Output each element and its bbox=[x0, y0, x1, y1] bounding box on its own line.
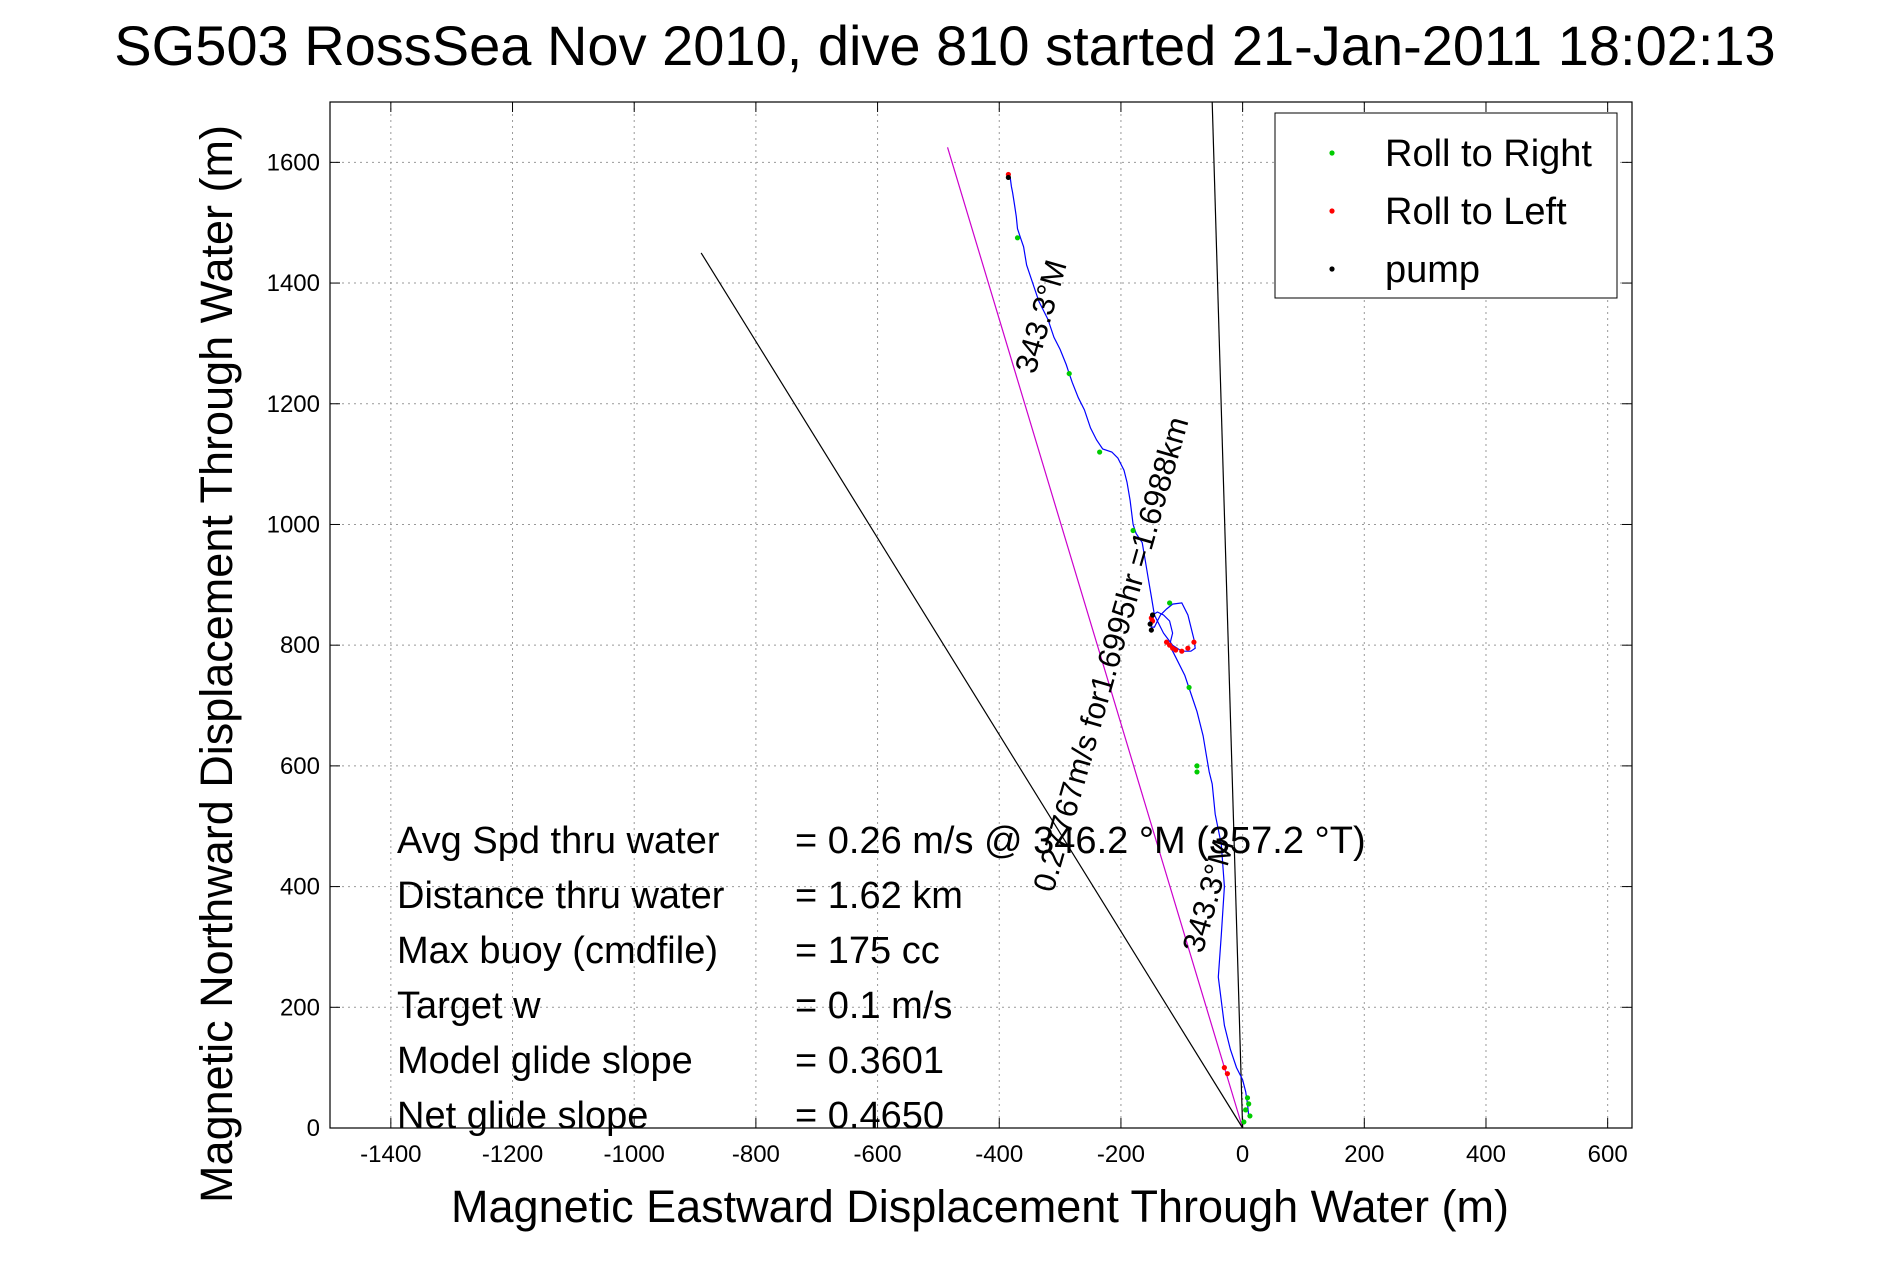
x-tick-label: -1000 bbox=[604, 1141, 665, 1168]
stat-value: = 0.1 m/s bbox=[795, 985, 952, 1027]
heading-line-magenta-line bbox=[946, 147, 1244, 1129]
legend-label: Roll to Left bbox=[1385, 191, 1567, 233]
roll-right-marker bbox=[1194, 763, 1200, 769]
y-tick-label: 0 bbox=[307, 1115, 320, 1142]
axes-frame bbox=[329, 101, 1633, 1129]
x-tick-label: 400 bbox=[1466, 1141, 1506, 1168]
y-tick-label: 1200 bbox=[267, 391, 320, 418]
roll-left-marker bbox=[1224, 1071, 1231, 1077]
roll-right-marker bbox=[1186, 684, 1192, 691]
pump-marker bbox=[1005, 174, 1011, 181]
stat-value: = 175 cc bbox=[795, 930, 940, 972]
legend-marker bbox=[1329, 266, 1335, 272]
x-tick-label: -1200 bbox=[482, 1141, 543, 1168]
chart-title: SG503 RossSea Nov 2010, dive 810 started… bbox=[114, 14, 1775, 77]
x-tick-label: -400 bbox=[975, 1141, 1023, 1168]
roll-left-marker bbox=[1163, 639, 1170, 645]
track-line bbox=[1009, 177, 1250, 1116]
y-tick-label: 1600 bbox=[267, 149, 320, 176]
roll-left-marker bbox=[1185, 645, 1191, 651]
legend-marker bbox=[1329, 150, 1335, 156]
y-tick-label: 200 bbox=[280, 994, 320, 1021]
pump-marker bbox=[1149, 612, 1156, 618]
legend-label: Roll to Right bbox=[1385, 133, 1592, 175]
y-tick-label: 600 bbox=[280, 753, 320, 780]
roll-right-marker bbox=[1247, 1113, 1253, 1119]
heading-line-black-line-1 bbox=[700, 252, 1244, 1129]
stat-value: = 0.4650 bbox=[795, 1095, 944, 1137]
x-axis-label: Magnetic Eastward Displacement Through W… bbox=[451, 1181, 1509, 1232]
roll-right-marker bbox=[1066, 370, 1072, 377]
y-tick-label: 1400 bbox=[267, 270, 320, 297]
roll-right-marker bbox=[1194, 769, 1200, 775]
stats-block: Avg Spd thru water = 0.26 m/s @ 346.2 °M … bbox=[397, 820, 1366, 1137]
stat-label: Distance thru water bbox=[397, 875, 725, 917]
heading-line-black-line-2 bbox=[1211, 101, 1244, 1129]
roll-right-marker bbox=[1241, 1119, 1247, 1125]
stat-value: = 0.3601 bbox=[795, 1040, 944, 1082]
roll-right-marker bbox=[1243, 1107, 1249, 1113]
roll-left-marker bbox=[1221, 1065, 1227, 1071]
roll-right-marker bbox=[1244, 1095, 1251, 1101]
y-tick-label: 400 bbox=[280, 874, 320, 901]
x-tick-label: -800 bbox=[732, 1141, 780, 1168]
legend-marker bbox=[1329, 208, 1335, 214]
roll-right-marker bbox=[1167, 600, 1173, 606]
legend: Roll to Right Roll to Left pump bbox=[1274, 112, 1618, 299]
roll-right-marker bbox=[1130, 527, 1136, 534]
stat-label: Max buoy (cmdfile) bbox=[397, 930, 718, 972]
stat-label: Avg Spd thru water bbox=[397, 820, 720, 862]
stat-label: Target w bbox=[397, 985, 541, 1027]
pump-marker bbox=[1148, 627, 1154, 633]
x-tick-label: -1400 bbox=[360, 1141, 421, 1168]
stat-value: = 1.62 km bbox=[795, 875, 963, 917]
x-tick-label: -200 bbox=[1097, 1141, 1145, 1168]
stat-value: = 0.26 m/s @ 346.2 °M (357.2 °T) bbox=[795, 820, 1366, 862]
roll-right-marker bbox=[1014, 235, 1021, 241]
x-tick-label: -600 bbox=[854, 1141, 902, 1168]
y-tick-label: 1000 bbox=[267, 511, 320, 538]
roll-left-marker bbox=[1179, 648, 1185, 654]
legend-label: pump bbox=[1385, 249, 1480, 291]
roll-left-marker bbox=[1191, 639, 1197, 645]
y-axis-label: Magnetic Northward Displacement Through … bbox=[191, 125, 242, 1203]
stat-label: Net glide slope bbox=[397, 1095, 648, 1137]
y-tick-label: 800 bbox=[280, 632, 320, 659]
roll-right-marker bbox=[1246, 1101, 1252, 1107]
x-tick-label: 200 bbox=[1344, 1141, 1384, 1168]
pump-marker bbox=[1147, 621, 1153, 627]
x-tick-label: 600 bbox=[1588, 1141, 1628, 1168]
roll-right-marker bbox=[1097, 449, 1103, 455]
x-tick-label: 0 bbox=[1236, 1141, 1249, 1168]
stat-label: Model glide slope bbox=[397, 1040, 693, 1082]
